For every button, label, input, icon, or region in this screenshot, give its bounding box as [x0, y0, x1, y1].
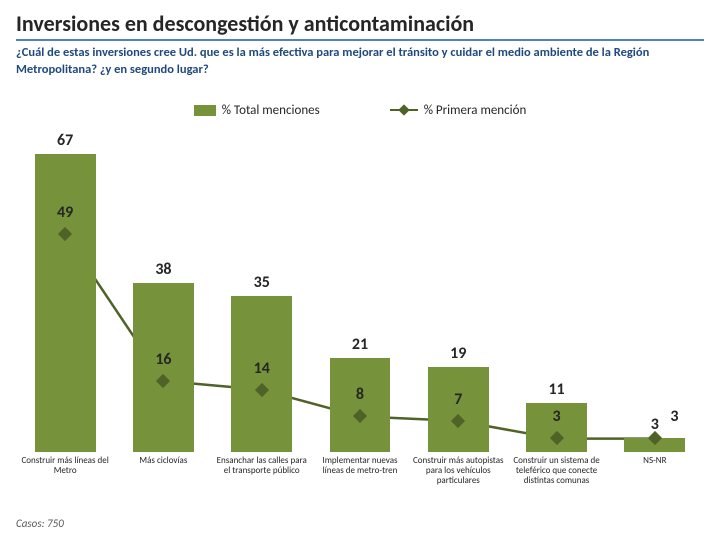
- footer-casos: Casos: 750: [16, 517, 64, 530]
- bar: [428, 367, 489, 451]
- bar-value-label: 38: [114, 260, 212, 279]
- bar-value-label: 19: [409, 344, 507, 363]
- line-swatch: [390, 104, 418, 116]
- chart-area: 67493816351421819711333: [16, 132, 704, 452]
- chart-column: 38 16: [114, 132, 212, 452]
- title-underline: [16, 39, 704, 41]
- x-axis-label: NS-NR: [606, 456, 704, 487]
- x-axis-labels: Construir más líneas del MetroMás ciclov…: [16, 456, 704, 487]
- line-value-label: 8: [356, 385, 364, 404]
- bar-value-label: 67: [16, 131, 114, 150]
- chart-column: 35 14: [213, 132, 311, 452]
- line-value-label: 14: [254, 359, 270, 378]
- line-value-label: 7: [454, 390, 462, 409]
- x-axis-label: Construir más líneas del Metro: [16, 456, 114, 487]
- chart-column: 19 7: [409, 132, 507, 452]
- legend-line-label: % Primera mención: [424, 103, 527, 118]
- bar-swatch: [194, 105, 216, 116]
- chart-column: 21 8: [311, 132, 409, 452]
- legend-bar-label: % Total menciones: [222, 103, 320, 118]
- x-axis-label: Ensanchar las calles para el transporte …: [213, 456, 311, 487]
- chart-columns: 67493816351421819711333: [16, 132, 704, 452]
- line-value-label: 49: [57, 203, 73, 222]
- page-subtitle: ¿Cuál de estas inversiones cree Ud. que …: [0, 45, 720, 85]
- chart-column: 33: [606, 132, 704, 452]
- legend-item-bar: % Total menciones: [194, 103, 320, 118]
- bar-value-label: 11: [507, 380, 605, 399]
- line-value-label: 3: [670, 407, 678, 426]
- chart-legend: % Total menciones % Primera mención: [0, 85, 720, 126]
- line-value-label: 3: [552, 407, 560, 426]
- x-axis-label: Implementar nuevas líneas de metro-tren: [311, 456, 409, 487]
- chart-column: 67 49: [16, 132, 114, 452]
- bar: [330, 358, 391, 451]
- line-value-label: 16: [155, 350, 171, 369]
- bar: [35, 154, 96, 452]
- x-axis-label: Construir un sistema de teleférico que c…: [507, 456, 605, 487]
- x-axis-label: Construir más autopistas para los vehícu…: [409, 456, 507, 487]
- legend-item-line: % Primera mención: [390, 103, 527, 118]
- bar-value-label: 21: [311, 335, 409, 354]
- page-title: Inversiones en descongestión y anticonta…: [0, 0, 720, 39]
- x-axis-label: Más ciclovías: [114, 456, 212, 487]
- bar-value-label: 35: [213, 273, 311, 292]
- chart-column: 113: [507, 132, 605, 452]
